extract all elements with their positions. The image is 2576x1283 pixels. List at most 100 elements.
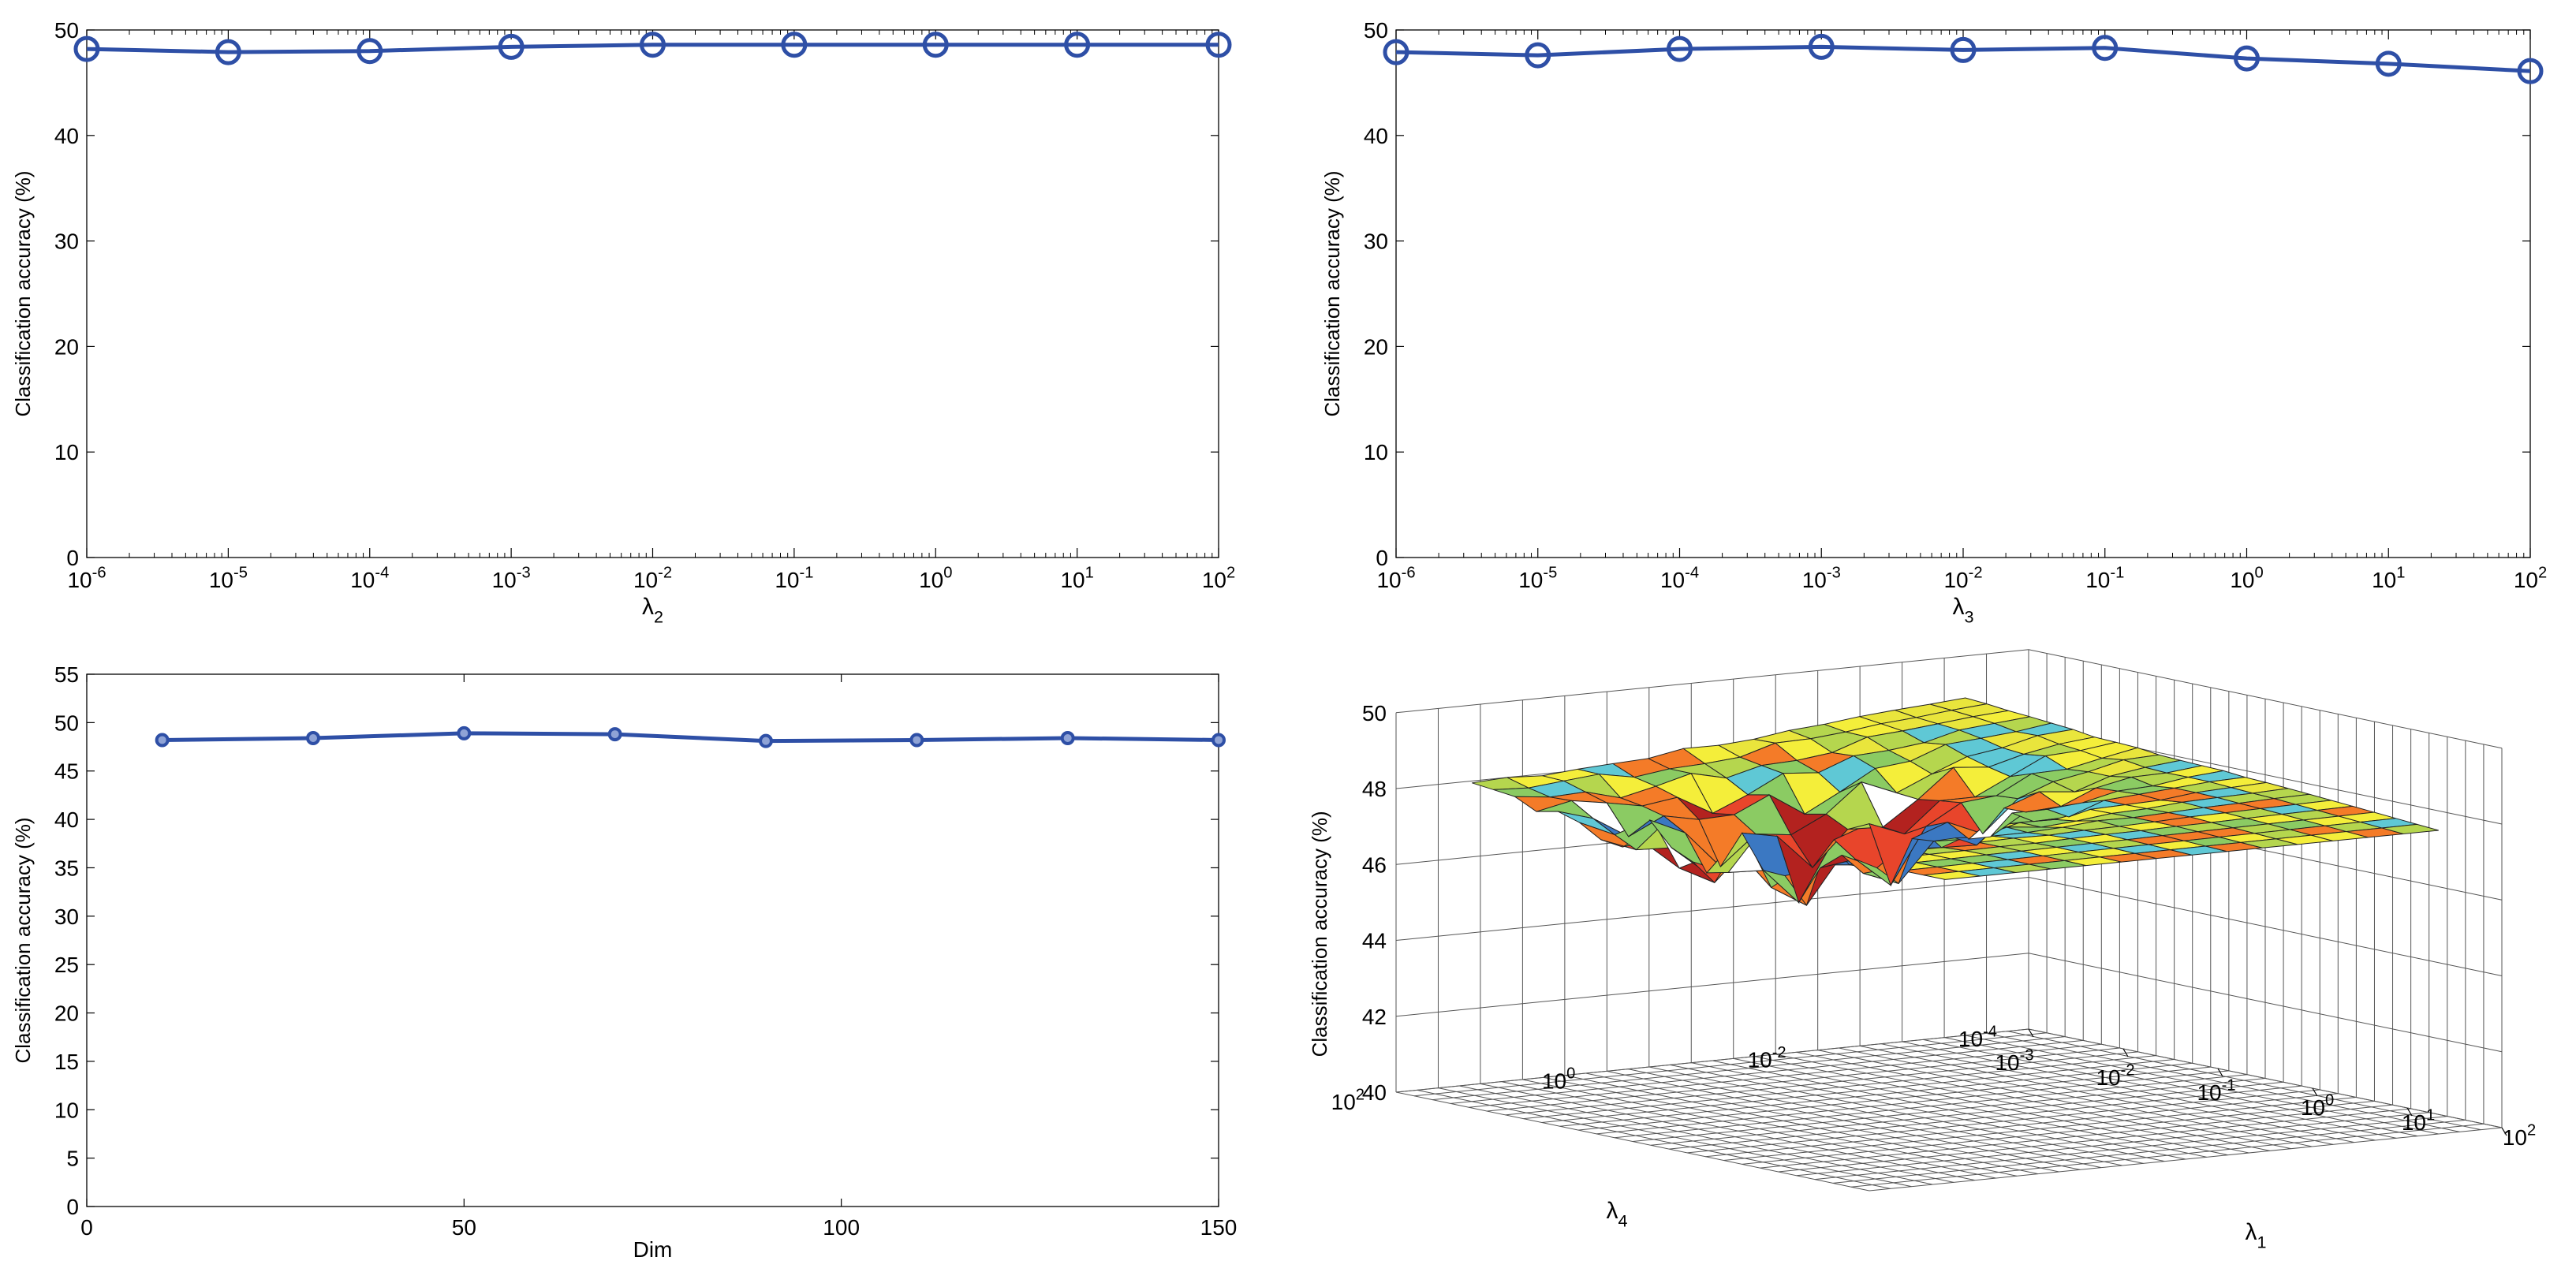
data-point	[1667, 35, 1693, 62]
lambda4-tick-label-base: 10	[1748, 1048, 1772, 1072]
floor-grid-line	[1923, 1039, 2397, 1139]
y-tick-label: 50	[54, 18, 79, 43]
lambda1-tick-label-exp: 0	[2325, 1091, 2334, 1109]
x-tick-label: 102	[1202, 564, 1235, 592]
lambda1-axis-label-subscript: 1	[2257, 1233, 2266, 1252]
z-grid-line	[2028, 1028, 2503, 1128]
floor-grid-line	[1986, 1032, 2460, 1132]
lambda1-tick-label: 102	[2503, 1121, 2536, 1150]
x-axis-label: λ2	[642, 594, 663, 627]
y-tick-label: 20	[54, 334, 79, 359]
data-point	[155, 733, 170, 748]
floor-grid-line	[1417, 1089, 1891, 1189]
data-point	[759, 733, 773, 748]
lambda4-axis-label-subscript: 4	[1618, 1211, 1627, 1231]
y-tick-label: 30	[54, 229, 79, 254]
series-line	[86, 43, 1219, 54]
x-tick-label: 10-2	[633, 564, 672, 592]
data-point	[1808, 33, 1835, 60]
lambda1-tick-label-base: 10	[2096, 1065, 2120, 1090]
x-tick-label: 50	[452, 1215, 476, 1240]
y-tick-label: 55	[54, 662, 79, 687]
floor-grid-line	[1880, 1043, 2354, 1143]
z-grid-line	[1395, 1028, 2029, 1093]
floor-grid-line	[2007, 1031, 2481, 1131]
x-tick-label-exp: -2	[1969, 564, 1983, 581]
chart-dim-accuracy: 0 5 10 15 20 25 30 35 40 45 50 55 0 50 100 150 Classific…	[11, 662, 1237, 1262]
lambda1-tick-label-exp: -1	[2222, 1076, 2236, 1094]
lambda1-tick	[2217, 1068, 2223, 1077]
x-tick-label-exp: 1	[2396, 564, 2405, 581]
lambda1-tick-label-exp: -2	[2121, 1061, 2135, 1079]
series-line	[162, 731, 1219, 744]
y-tick-label: 5	[66, 1147, 79, 1171]
x-tick-label: 100	[919, 564, 952, 592]
data-point	[1064, 32, 1091, 58]
data-point	[1060, 731, 1075, 745]
lambda4-tick-label: 10-2	[1748, 1044, 1786, 1072]
lambda4-tick-label-base: 10	[1958, 1027, 1983, 1051]
z-axis-label: Classification accuracy (%)	[1308, 811, 1331, 1057]
x-tick-label: 10-5	[1518, 564, 1557, 592]
data-point	[640, 32, 666, 58]
floor-grid-line	[1564, 1075, 2038, 1175]
z-tick-label: 40	[1362, 1080, 1387, 1105]
series-line	[1395, 44, 2531, 73]
x-axis-label-symbol: λ	[642, 594, 654, 620]
x-tick-label-exp: -3	[1827, 564, 1841, 581]
lambda1-tick-label-base: 10	[2197, 1080, 2221, 1105]
floor-grid-line	[1585, 1072, 2059, 1173]
data-point	[781, 32, 808, 58]
data-point	[607, 727, 622, 742]
x-tick-label-exp: 2	[1226, 564, 1235, 581]
lambda4-axis-label: λ4	[1606, 1198, 1627, 1231]
lambda1-axis-label-symbol: λ	[2245, 1219, 2257, 1245]
lambda1-tick-label-exp: 2	[2527, 1121, 2536, 1139]
x-tick-label-base: 10	[1202, 568, 1226, 592]
floor-grid-line	[1438, 1087, 1912, 1188]
lambda4-tick-label-exp: -2	[1772, 1044, 1786, 1061]
y-tick-label: 10	[54, 1098, 79, 1122]
plot-frame	[1395, 29, 2531, 558]
lambda1-tick	[2406, 1107, 2413, 1117]
x-tick-label: 100	[2230, 564, 2263, 592]
x-tick-label-exp: -6	[1402, 564, 1416, 581]
x-tick-label: 10-6	[67, 564, 106, 592]
floor-grid-line	[1817, 1050, 2291, 1150]
lambda1-tick-label-exp: 1	[2426, 1106, 2435, 1124]
floor-grid-line	[1522, 1079, 1996, 1179]
floor-grid-line	[1607, 1070, 2081, 1170]
floor-grid-line	[1733, 1057, 2207, 1158]
lambda4-tick-label-base: 10	[1331, 1090, 1356, 1114]
x-tick-label: 100	[823, 1215, 860, 1240]
surface-patch	[2381, 823, 2439, 834]
z-grid-line	[2028, 649, 2503, 749]
y-tick-label: 20	[1364, 334, 1388, 359]
data-point	[2517, 58, 2544, 84]
y-tick-label: 40	[1364, 124, 1388, 148]
x-tick-label: 150	[1200, 1215, 1238, 1240]
lambda4-tick-label-exp: 2	[1356, 1086, 1365, 1103]
floor-grid-line	[1775, 1054, 2249, 1154]
x-tick-label-base: 10	[2372, 568, 2396, 592]
floor-grid-line	[1712, 1060, 2186, 1160]
z-grid-line	[2028, 877, 2503, 976]
z-grid-line	[1395, 649, 2029, 714]
x-axis-label-subscript: 2	[654, 607, 663, 627]
y-tick-label: 20	[54, 1001, 79, 1026]
lambda4-tick-label-exp: 0	[1566, 1065, 1575, 1083]
x-axis-label: Dim	[633, 1237, 673, 1262]
plot-frame	[86, 29, 1219, 558]
y-tick-label: 10	[54, 440, 79, 464]
lambda4-tick-label: 100	[1542, 1065, 1575, 1094]
lambda1-tick	[2122, 1048, 2129, 1057]
x-tick-label: 101	[1060, 564, 1093, 592]
lambda1-tick	[2028, 1028, 2034, 1038]
lambda4-tick-label: 102	[1331, 1086, 1365, 1114]
x-tick-label-exp: -6	[92, 564, 106, 581]
z-tick-label: 44	[1362, 929, 1387, 953]
lambda4-tick-label-exp: -4	[1983, 1023, 1997, 1040]
